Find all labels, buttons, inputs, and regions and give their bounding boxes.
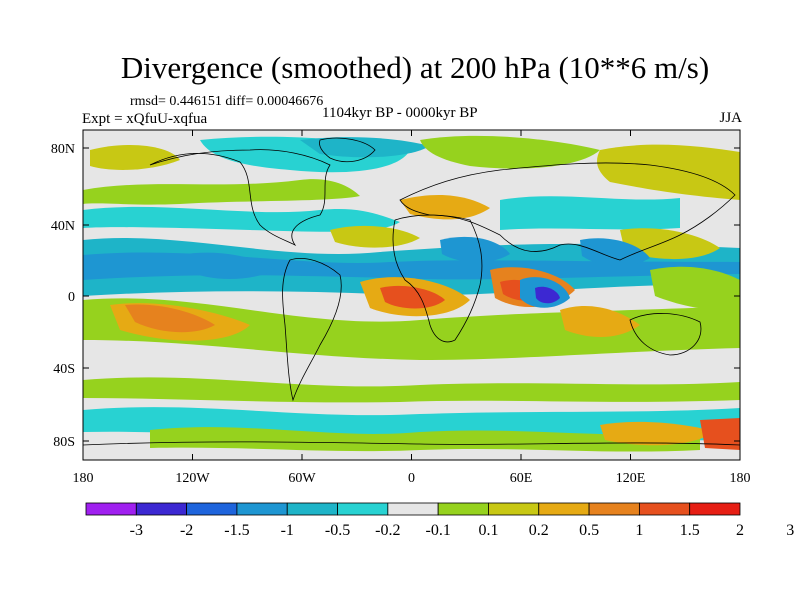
asia-convergence-band	[500, 196, 680, 230]
colorbar-swatch	[135, 502, 188, 516]
coastlines	[83, 137, 740, 446]
colorbar-swatch	[387, 502, 439, 516]
experiment-label: Expt = xQfuU-xqfua	[82, 111, 208, 127]
chart-title: Divergence (smoothed) at 200 hPa (10**6 …	[120, 50, 710, 85]
lon-tick-label: 180	[73, 471, 94, 486]
lat-tick-label: 0	[68, 290, 75, 305]
indian-ocean-convergence-core	[535, 286, 560, 304]
colorbar-swatch	[588, 502, 640, 516]
colorbar-swatch	[186, 502, 238, 516]
lon-tick-label: 180	[730, 471, 751, 486]
dateline-divergence	[700, 418, 740, 450]
colorbar: -3 -2 -1.5 -1 -0.5 -0.2 -0.1 0.1 0.2 0.5 1 1.5 2 3	[85, 502, 794, 539]
colorbar-label: 1	[635, 522, 643, 539]
colorbar-label: 0.5	[579, 522, 599, 539]
west-pacific-divergence	[650, 266, 740, 311]
colorbar-label: 2	[736, 522, 744, 539]
lat-tick-label: 80S	[53, 435, 75, 450]
colorbar-label: -3	[130, 522, 143, 539]
south-america-outline	[282, 258, 342, 402]
period-label: 1104kyr BP - 0000kyr BP	[322, 105, 478, 121]
colorbar-swatch	[286, 502, 338, 516]
north-atlantic-band	[420, 135, 600, 169]
north-pacific-band	[83, 179, 360, 205]
colorbar-label: -0.2	[375, 522, 400, 539]
lon-tick-label: 60E	[510, 471, 533, 486]
antarctic-divergence	[600, 421, 715, 446]
colorbar-label: 0.1	[478, 522, 498, 539]
antarctic-band	[150, 427, 700, 452]
antarctica-outline	[83, 441, 740, 446]
north-america-outline	[149, 149, 331, 247]
colorbar-label: 3	[786, 522, 794, 539]
colorbar-label: -0.1	[425, 522, 450, 539]
axis-ticks: 180 120W 60W 0 60E 120E 180 80N 40N 0 40S 80S	[51, 130, 751, 486]
lon-tick-label: 0	[408, 471, 415, 486]
australia-outline	[629, 313, 702, 356]
colorbar-label: -1.5	[224, 522, 249, 539]
south-pacific-divergence-core	[125, 304, 215, 333]
colorbar-label: -1	[281, 522, 294, 539]
africa-outline	[392, 214, 483, 343]
colorbar-swatch	[538, 502, 590, 516]
colorbar-swatch	[337, 502, 389, 516]
colorbar-swatch	[638, 502, 691, 516]
lon-tick-label: 60W	[288, 471, 316, 486]
colorbar-label: 0.2	[529, 522, 549, 539]
colorbar-swatch	[85, 502, 137, 516]
east-asia-divergence	[620, 228, 720, 260]
divergence-field	[83, 135, 740, 452]
arctic-convergence	[300, 137, 430, 158]
map-panel	[82, 129, 741, 461]
colorbar-label: -2	[180, 522, 193, 539]
africa-divergence-core	[380, 285, 445, 309]
central-america-convergence	[180, 252, 275, 279]
alaska-band	[90, 145, 180, 170]
indian-ocean-south-divergence	[560, 305, 640, 337]
lat-tick-label: 80N	[51, 142, 75, 157]
lat-tick-label: 40N	[51, 219, 75, 234]
colorbar-label: 1.5	[680, 522, 700, 539]
west-africa-convergence	[440, 236, 510, 263]
stats-line: rmsd= 0.446151 diff= 0.00046676	[130, 94, 324, 109]
season-label: JJA	[719, 110, 742, 126]
greenland-outline	[319, 137, 376, 163]
north-atlantic-subtropic-divergence	[330, 225, 420, 248]
north-asia-band	[597, 144, 740, 200]
colorbar-swatch	[236, 502, 288, 516]
lat-tick-label: 40S	[53, 362, 75, 377]
bay-of-bengal-convergence	[580, 238, 650, 267]
lon-tick-label: 120E	[616, 471, 646, 486]
colorbar-swatch	[488, 502, 540, 516]
lon-tick-label: 120W	[175, 471, 210, 486]
colorbar-label: -0.5	[325, 522, 350, 539]
colorbar-swatch	[437, 502, 489, 516]
southern-midlat-band	[83, 377, 740, 403]
colorbar-swatch	[689, 502, 741, 516]
eurasia-outline	[399, 162, 736, 261]
